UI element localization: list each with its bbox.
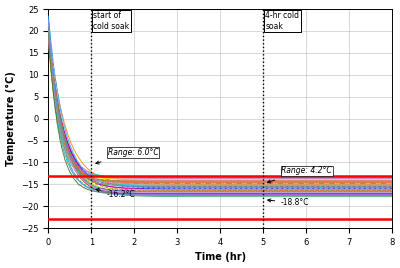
Text: Range: 6.0°C: Range: 6.0°C bbox=[108, 148, 158, 157]
Text: 4-hr cold
soak: 4-hr cold soak bbox=[265, 11, 299, 31]
Text: -18.8°C: -18.8°C bbox=[268, 198, 309, 207]
Text: -10.3°C: -10.3°C bbox=[96, 151, 135, 164]
X-axis label: Time (hr): Time (hr) bbox=[194, 252, 246, 262]
Text: start of
cold soak: start of cold soak bbox=[94, 11, 130, 31]
Y-axis label: Temperature (°C): Temperature (°C) bbox=[6, 71, 16, 166]
Text: -16.2°C: -16.2°C bbox=[96, 188, 135, 199]
Text: -14.6°C: -14.6°C bbox=[268, 169, 309, 183]
Text: Range: 4.2°C: Range: 4.2°C bbox=[282, 166, 332, 175]
